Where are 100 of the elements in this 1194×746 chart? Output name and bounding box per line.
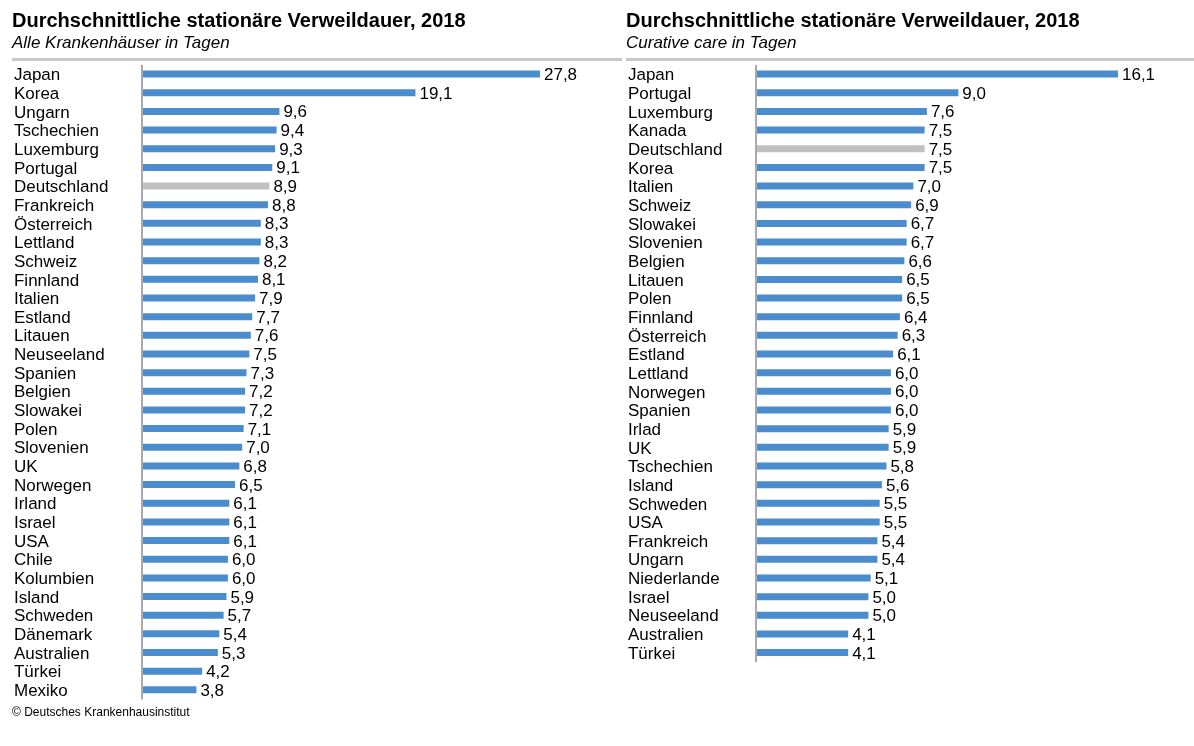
y-tick-label: Chile [14, 550, 53, 570]
y-tick-label: Türkei [14, 662, 62, 682]
y-tick-label: Österreich [14, 214, 93, 234]
y-tick-label: Israel [628, 587, 670, 607]
y-tick-label: Portugal [628, 83, 692, 103]
bar [756, 275, 903, 283]
bar [756, 219, 907, 227]
y-tick-label: Portugal [14, 158, 78, 178]
data-label: 6,5 [906, 289, 930, 309]
y-tick-label: Italien [14, 289, 60, 309]
data-label: 6,1 [233, 494, 257, 514]
data-label: 5,8 [890, 457, 915, 477]
y-tick-label: Österreich [628, 326, 707, 346]
bar [142, 313, 253, 321]
bar [142, 425, 244, 433]
y-tick-label: Lettland [628, 363, 689, 383]
bar [142, 369, 247, 377]
y-tick-label: Dänemark [14, 625, 93, 645]
y-tick-label: Schweden [14, 606, 94, 626]
chart-subtitle: Curative care in Tagen [626, 32, 798, 54]
bar [142, 201, 268, 209]
data-label: 5,6 [885, 475, 910, 495]
data-label: 8,3 [264, 233, 289, 253]
bar [756, 630, 849, 638]
bar [142, 537, 230, 545]
data-label: 6,3 [901, 326, 926, 346]
y-tick-label: Irland [14, 494, 57, 514]
bar [142, 257, 260, 265]
bar [142, 593, 227, 601]
y-tick-label: Island [628, 475, 674, 495]
data-label: 5,4 [881, 550, 906, 570]
y-tick-label: Slovenien [14, 438, 89, 458]
data-label: 4,2 [206, 662, 230, 682]
y-tick-label: UK [14, 457, 39, 477]
bar [756, 350, 894, 358]
data-label: 7,1 [247, 419, 272, 439]
bar [142, 667, 203, 675]
data-label: 7,2 [249, 400, 273, 420]
bar [142, 406, 246, 414]
y-tick-label: Mexiko [14, 681, 68, 701]
bar [142, 350, 250, 358]
data-label: 6,4 [903, 307, 928, 327]
data-label: 6,6 [908, 251, 933, 271]
data-label: 6,0 [231, 568, 256, 588]
data-label: 5,5 [883, 513, 908, 533]
y-tick-label: Ungarn [14, 102, 70, 122]
bar [142, 574, 228, 582]
data-label: 6,0 [894, 363, 919, 383]
data-label: 7,5 [253, 345, 277, 365]
data-label: 9,4 [280, 121, 305, 141]
y-tick-label: Deutschland [14, 177, 109, 197]
y-tick-label: Spanien [628, 401, 691, 421]
y-tick-label: Australien [628, 625, 704, 645]
y-tick-label: Korea [628, 158, 674, 178]
data-label: 3,8 [200, 680, 225, 700]
bar [142, 686, 197, 694]
y-tick-label: USA [14, 531, 50, 551]
bar [756, 499, 880, 507]
bar [756, 126, 925, 134]
y-tick-label: Italien [628, 177, 674, 197]
bar [756, 313, 900, 321]
y-tick-label: Litauen [628, 270, 684, 290]
bar [756, 238, 907, 246]
data-label: 7,9 [259, 289, 283, 309]
data-label: 7,0 [917, 177, 942, 197]
bar [142, 331, 251, 339]
data-label: 4,1 [852, 643, 876, 663]
data-label: 7,6 [930, 102, 955, 122]
y-tick-label: Schweiz [628, 195, 692, 215]
data-label: 7,7 [256, 307, 280, 327]
data-label: 5,4 [223, 624, 247, 644]
bar [142, 611, 224, 619]
y-tick-label: Japan [628, 65, 675, 85]
data-label: 7,3 [250, 363, 275, 383]
data-label: 5,1 [874, 569, 899, 589]
bar [142, 555, 228, 563]
data-label: 8,1 [261, 270, 286, 290]
data-label: 8,9 [273, 177, 298, 197]
chart-title: Durchschnittliche stationäre Verweildauer, 2018 [626, 8, 1081, 32]
data-label: 8,8 [271, 195, 296, 215]
text: © Deutsches Krankenhausinstitut [12, 705, 191, 720]
bar [142, 219, 261, 227]
y-tick-label: Türkei [628, 643, 676, 663]
bar [756, 182, 914, 190]
y-tick-label: Tschechien [14, 121, 99, 141]
bar [142, 163, 273, 171]
bar [756, 70, 1118, 78]
y-tick-label: Spanien [14, 363, 77, 383]
data-label: 6,7 [910, 233, 935, 253]
data-label: 6,7 [910, 214, 935, 234]
y-tick-label: Niederlande [628, 569, 720, 589]
data-label: 9,6 [283, 102, 308, 122]
y-tick-label: Schweiz [14, 251, 78, 271]
data-label: 5,9 [892, 419, 917, 439]
y-tick-label: Norwegen [628, 382, 706, 402]
y-tick-label: Polen [628, 289, 672, 309]
y-tick-label: Deutschland [628, 139, 723, 159]
bar [756, 145, 925, 153]
bar [756, 387, 891, 395]
bar [142, 462, 240, 470]
